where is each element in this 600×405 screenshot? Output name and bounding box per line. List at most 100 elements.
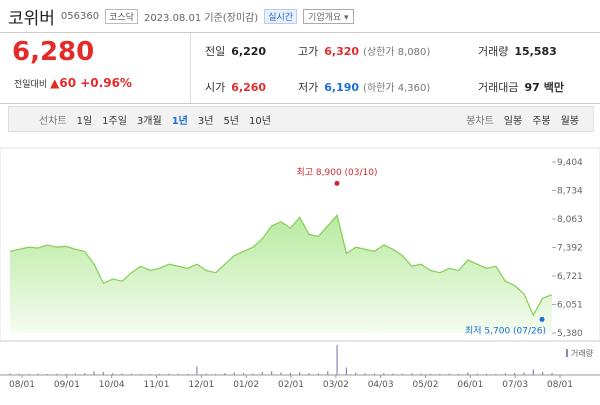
stat-value: 97	[524, 81, 540, 94]
period-tab[interactable]: 5년	[223, 115, 239, 127]
volume-bar	[9, 373, 11, 375]
x-tick-label: 09/01	[54, 380, 80, 390]
change-rate: +0.96%	[80, 76, 132, 90]
date: 2023.08.01 기준(장미감)	[143, 12, 259, 24]
period-tab[interactable]: 1년	[171, 115, 188, 127]
volume-bar	[373, 373, 376, 375]
stat-note: (하한가 4,360)	[363, 83, 431, 94]
volume-bar	[177, 373, 179, 375]
volume-bar	[420, 373, 422, 375]
volume-bar	[485, 373, 488, 375]
stock-name: 코위버	[8, 8, 55, 29]
stock-code: 056360	[60, 10, 100, 22]
volume-bar	[74, 373, 77, 375]
volume-bar	[317, 373, 319, 375]
volume-label: 거래량	[571, 348, 594, 358]
stat-note: (상한가 8,080)	[363, 47, 431, 58]
volume-bar	[243, 373, 245, 375]
chart: 5,380 6,051 6,721 7,392 8,063 8,734 9,404 최고 8,…	[0, 147, 600, 390]
stat: 거래량 15,583	[478, 43, 557, 59]
volume-bar	[130, 373, 133, 375]
x-tick-label: 08/01	[547, 380, 573, 390]
change-label: 전일대비	[14, 80, 48, 90]
volume-bar	[46, 374, 48, 375]
volume-bar	[392, 373, 394, 375]
x-tick-label: 06/01	[457, 380, 483, 390]
company-label[interactable]: 기업개요	[308, 12, 342, 23]
header: 코위버 056360 코스닥 2023.08.01 기준(장미감) 실시간 기업…	[8, 4, 354, 29]
change-value: ▲60	[50, 76, 77, 90]
candle-tab[interactable]: 주봉	[532, 115, 551, 127]
period-tab[interactable]: 3년	[197, 115, 214, 127]
volume-bar	[112, 373, 114, 375]
candle-tab[interactable]: 일봉	[503, 115, 523, 127]
x-tick-label: 01/02	[233, 380, 259, 390]
volume-bar	[37, 373, 39, 375]
stat-value: 6,220	[231, 45, 267, 58]
volume-bar	[289, 372, 291, 375]
period-tab[interactable]: 10년	[249, 115, 271, 127]
volume-bar	[448, 373, 450, 375]
volume-bar	[84, 373, 86, 375]
high-label: 최고 8,900 (03/10)	[296, 167, 377, 178]
stat-label: 저가	[298, 81, 319, 94]
y-tick-label: 5,380	[557, 329, 583, 339]
stat-unit: 백만	[543, 81, 565, 94]
tab-group-label: 선차트	[39, 115, 67, 127]
stat-value: 6,320	[324, 45, 360, 58]
volume-bar	[551, 373, 553, 375]
volume-bar	[196, 366, 198, 375]
period-tab[interactable]: 3개월	[136, 115, 162, 127]
volume-bar	[429, 373, 432, 375]
stat-label: 고가	[298, 45, 319, 58]
area	[10, 215, 552, 333]
volume-bar	[93, 371, 95, 375]
volume-bar	[280, 372, 282, 375]
volume-bar	[168, 373, 170, 375]
volume-bar	[514, 373, 516, 375]
y-tick-label: 6,721	[557, 272, 583, 282]
volume-bar	[411, 373, 413, 375]
volume-bar	[65, 373, 67, 375]
volume-bar	[205, 373, 207, 375]
volume-bar	[383, 373, 385, 375]
volume-bar	[252, 373, 254, 375]
volume-bar	[345, 367, 348, 375]
volume-bar	[457, 373, 460, 375]
volume-bar	[523, 372, 525, 375]
price-box: 6,280 전일대비 ▲60 +0.96% 전일 6,220 고가 6,320 (상한가 …	[0, 32, 600, 104]
period-tab[interactable]: 1일	[76, 115, 93, 127]
volume-bar	[261, 371, 263, 375]
volume-bar	[364, 373, 366, 375]
volume-bar	[56, 373, 58, 375]
volume-bar	[476, 373, 478, 375]
realtime-badge[interactable]: 실시간	[264, 8, 298, 24]
x-tick-label: 04/03	[368, 380, 394, 390]
volume-bar	[233, 372, 235, 375]
volume-bar	[149, 374, 151, 375]
y-tick-label: 8,063	[557, 215, 583, 225]
volume-bar	[140, 373, 142, 375]
period-tab[interactable]: 1주일	[102, 115, 127, 127]
divider	[190, 33, 191, 103]
x-tick-label: 08/01	[9, 380, 35, 390]
candle-tab[interactable]: 월봉	[560, 115, 579, 127]
stat-label: 거래량	[478, 45, 509, 58]
x-tick-label: 10/04	[99, 380, 125, 390]
volume-icon	[566, 349, 568, 357]
y-tick-label: 8,734	[557, 186, 583, 196]
volume-bar	[401, 373, 404, 375]
volume-bar	[299, 372, 301, 375]
company-button[interactable]: 기업개요 ▾	[303, 8, 354, 24]
stat-label: 거래대금	[478, 81, 519, 94]
volume-bar	[327, 371, 329, 375]
volume-bar	[532, 369, 534, 375]
y-tick-label: 6,051	[557, 300, 583, 310]
market-badge: 코스닥	[105, 8, 138, 24]
low-dot	[539, 316, 545, 322]
volume-bar	[439, 373, 441, 375]
volume-bar	[121, 373, 123, 375]
stat-value: 15,583	[514, 45, 557, 58]
y-tick-label: 7,392	[557, 244, 583, 254]
volume-bar	[336, 345, 338, 375]
